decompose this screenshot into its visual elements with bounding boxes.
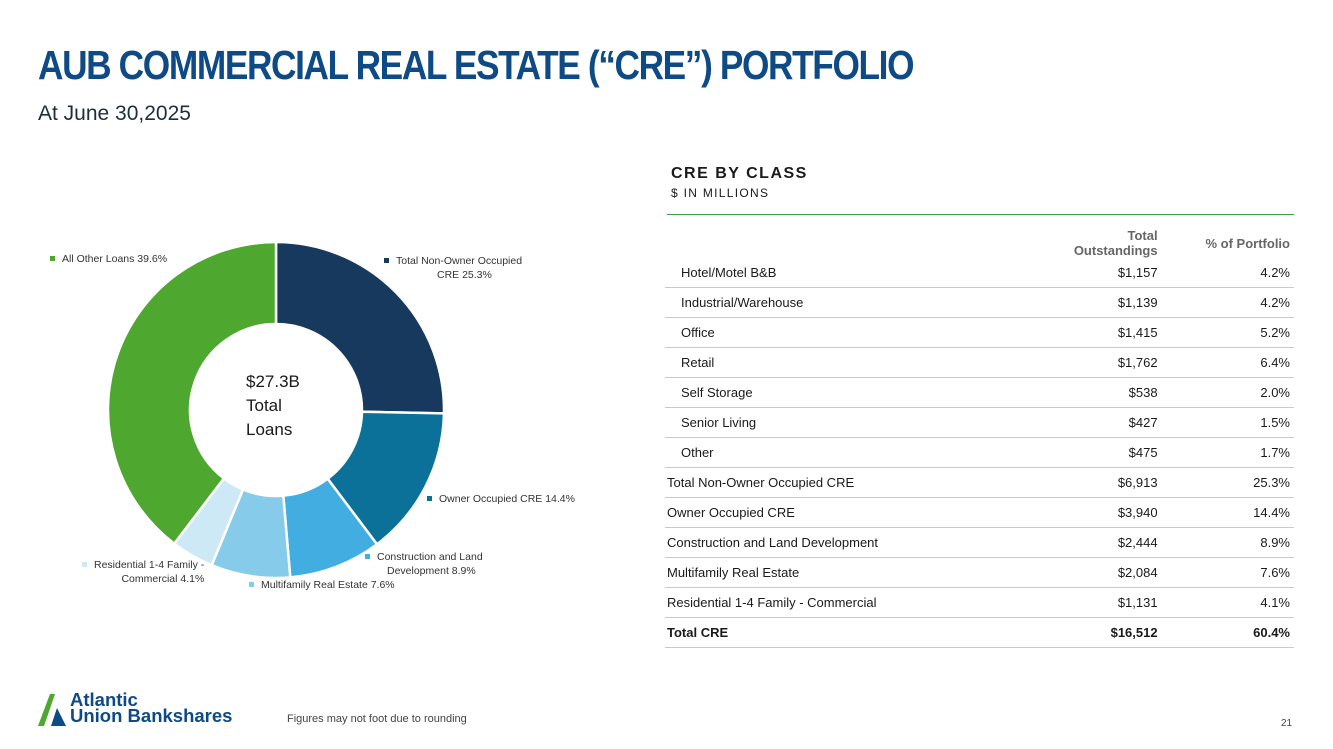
legend-label-line-2: Commercial 4.1%: [121, 573, 205, 585]
row-value: $3,940: [1040, 497, 1162, 528]
table-row: Retail $1,762 6.4%: [665, 347, 1294, 378]
row-label: Retail: [665, 347, 1041, 378]
center-label-line-2: Total: [246, 396, 282, 415]
legend-label-line-2: Development 8.9%: [387, 565, 476, 577]
legend-swatch: [50, 255, 55, 261]
row-pct: 25.3%: [1161, 467, 1294, 498]
legend-label-line-2: CRE 25.3%: [437, 269, 492, 281]
row-label: Residential 1-4 Family - Commercial: [665, 587, 1041, 618]
table-title: CRE BY CLASS: [671, 165, 808, 182]
legend-label-line-1: Construction and Land: [377, 551, 483, 563]
row-pct: 4.2%: [1161, 258, 1294, 288]
row-label: Multifamily Real Estate: [665, 557, 1041, 588]
legend-swatch: [384, 257, 389, 263]
row-pct: 1.7%: [1161, 437, 1294, 468]
row-pct: 5.2%: [1161, 317, 1294, 348]
row-pct: 14.4%: [1161, 497, 1294, 528]
row-label: Owner Occupied CRE: [665, 497, 1041, 528]
row-value: $2,084: [1040, 557, 1162, 588]
column-header: % of Portfolio: [1205, 235, 1291, 251]
legend-multifamily: Multifamily Real Estate 7.6%: [249, 578, 395, 592]
table-row: Residential 1-4 Family - Commercial $1,13…: [665, 587, 1294, 618]
table-row: Office $1,415 5.2%: [665, 317, 1294, 348]
page-title: AUB COMMERCIAL REAL ESTATE (“CRE”) PORTF…: [38, 42, 915, 88]
row-pct: 2.0%: [1161, 377, 1294, 408]
column-header: [665, 228, 1041, 258]
table-row: Multifamily Real Estate $2,084 7.6%: [665, 557, 1294, 588]
row-pct: 60.4%: [1161, 617, 1294, 648]
donut-slice-all-other-loans: [106, 240, 278, 546]
table-row: Total Non-Owner Occupied CRE $6,913 25.3%: [665, 467, 1294, 498]
table-subtitle: $ IN MILLIONS: [671, 186, 770, 200]
page-number: 21: [1281, 718, 1293, 729]
table-row: Owner Occupied CRE $3,940 14.4%: [665, 497, 1294, 528]
donut-slice-total-non-owner-occupied-cre: [274, 240, 446, 415]
logo-line-2: Union Bankshares: [70, 705, 233, 726]
table-row: Other $475 1.7%: [665, 437, 1294, 468]
company-logo-text: Atlantic Union Bankshares: [70, 689, 233, 726]
row-label: Construction and Land Development: [665, 527, 1041, 558]
row-value: $16,512: [1040, 617, 1162, 648]
row-pct: 6.4%: [1161, 347, 1294, 378]
center-label-line-1: $27.3B: [246, 372, 300, 391]
page-subtitle: At June 30,2025: [38, 102, 191, 125]
row-value: $1,131: [1040, 587, 1162, 618]
row-label: Other: [665, 437, 1041, 468]
row-value: $1,157: [1040, 258, 1162, 288]
row-pct: 1.5%: [1161, 407, 1294, 438]
legend-swatch: [427, 495, 432, 501]
row-label: Total CRE: [665, 617, 1041, 648]
legend-construction: Construction and Land Development 8.9%: [365, 550, 483, 578]
table-header-row: Total Outstandings % of Portfolio: [665, 228, 1294, 258]
row-value: $538: [1040, 377, 1162, 408]
legend-swatch: [365, 553, 370, 559]
divider: [667, 214, 1294, 215]
legend-swatch: [82, 561, 87, 567]
table-row: Senior Living $427 1.5%: [665, 407, 1294, 438]
donut-chart: [106, 240, 446, 580]
row-value: $475: [1040, 437, 1162, 468]
legend-label-line-1: Total Non-Owner Occupied: [396, 255, 523, 267]
row-pct: 4.2%: [1161, 287, 1294, 318]
legend-swatch: [249, 581, 254, 587]
row-label: Senior Living: [665, 407, 1041, 438]
row-value: $2,444: [1040, 527, 1162, 558]
table-row: Construction and Land Development $2,444 8…: [665, 527, 1294, 558]
table-row: Industrial/Warehouse $1,139 4.2%: [665, 287, 1294, 318]
legend-all-other: All Other Loans 39.6%: [50, 252, 167, 266]
row-value: $1,415: [1040, 317, 1162, 348]
legend-residential: Residential 1-4 Family - Commercial 4.1%: [82, 558, 204, 586]
row-label: Industrial/Warehouse: [665, 287, 1041, 318]
center-label-line-3: Loans: [246, 420, 293, 439]
column-header: Total Outstandings: [1073, 228, 1158, 258]
row-value: $1,139: [1040, 287, 1162, 318]
logo-line-1: Atlantic: [70, 689, 138, 710]
row-label: Office: [665, 317, 1041, 348]
row-pct: 8.9%: [1161, 527, 1294, 558]
row-pct: 7.6%: [1161, 557, 1294, 588]
row-value: $6,913: [1040, 467, 1162, 498]
row-label: Total Non-Owner Occupied CRE: [665, 467, 1041, 498]
legend-label-line-1: Multifamily Real Estate 7.6%: [261, 579, 395, 591]
atlantic-union-logo-icon: [38, 694, 66, 726]
donut-center-label: $27.3B Total Loans: [246, 370, 300, 442]
cre-by-class-table: Total Outstandings % of Portfolio Hotel/…: [665, 228, 1294, 648]
row-pct: 4.1%: [1161, 587, 1294, 618]
row-label: Self Storage: [665, 377, 1041, 408]
legend-label-line-1: Owner Occupied CRE 14.4%: [439, 493, 575, 505]
row-label: Hotel/Motel B&B: [665, 258, 1041, 288]
footnote: Figures may not foot due to rounding: [287, 713, 467, 725]
table-row: Hotel/Motel B&B $1,157 4.2%: [665, 258, 1294, 288]
row-value: $427: [1040, 407, 1162, 438]
table-row: Self Storage $538 2.0%: [665, 377, 1294, 408]
legend-label-line-1: All Other Loans 39.6%: [62, 253, 168, 265]
legend-non-owner-occupied: Total Non-Owner Occupied CRE 25.3%: [384, 254, 522, 282]
row-value: $1,762: [1040, 347, 1162, 378]
legend-owner-occupied: Owner Occupied CRE 14.4%: [427, 492, 575, 506]
legend-label-line-1: Residential 1-4 Family -: [94, 559, 205, 571]
table-total-row: Total CRE $16,512 60.4%: [665, 617, 1294, 648]
